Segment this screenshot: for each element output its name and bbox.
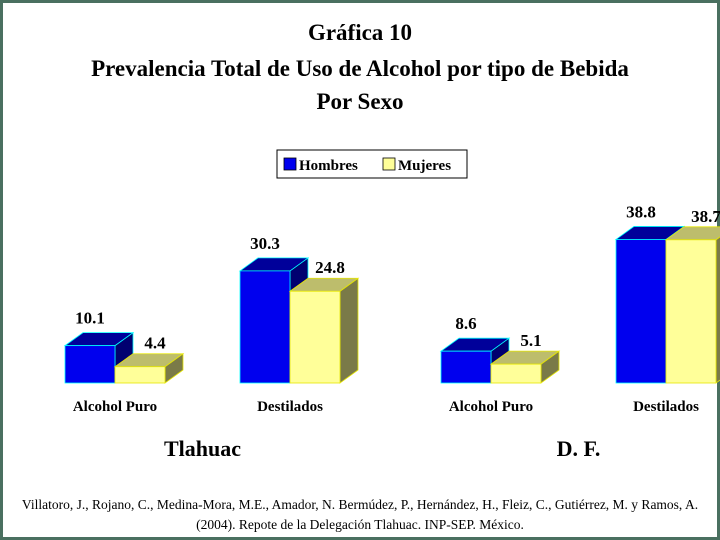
- bar-side: [715, 236, 720, 384]
- value-label-tlahuac-destilados-mujeres: 24.8: [315, 258, 345, 277]
- legend-swatch-hombres: [283, 157, 297, 171]
- bar-front: [615, 239, 667, 384]
- value-label-tlahuac-alcohol-puro-mujeres: 4.4: [144, 334, 166, 353]
- bar-front: [440, 350, 492, 384]
- source-citation: Villatoro, J., Rojano, C., Medina-Mora, …: [21, 497, 699, 532]
- value-label-d-f-alcohol-puro-hombres: 8.6: [455, 314, 476, 333]
- value-label-d-f-destilados-hombres: 38.8: [626, 202, 656, 221]
- value-label-tlahuac-destilados-hombres: 30.3: [250, 234, 280, 253]
- bar-front: [114, 366, 166, 384]
- value-label-tlahuac-alcohol-puro-hombres: 10.1: [75, 309, 105, 328]
- title-line-2: Prevalencia Total de Uso de Alcohol por …: [91, 56, 629, 81]
- category-label-d-f-alcohol-puro: Alcohol Puro: [449, 399, 533, 415]
- bar-d-f-destilados-mujeres: [664, 226, 720, 384]
- legend-label-hombres: Hombres: [299, 158, 358, 174]
- category-label-tlahuac-destilados: Destilados: [257, 399, 323, 415]
- category-label-tlahuac-alcohol-puro: Alcohol Puro: [73, 399, 157, 415]
- bar-front: [665, 239, 717, 384]
- bar-d-f-alcohol-puro-mujeres: [489, 350, 561, 384]
- group-label-d-f: D. F.: [557, 436, 601, 461]
- bar-side: [339, 277, 359, 384]
- bar-front: [239, 270, 291, 384]
- legend-box: [276, 149, 468, 179]
- legend: Hombres Mujeres: [276, 149, 468, 179]
- bar-front: [64, 345, 116, 384]
- bar-front: [490, 363, 542, 384]
- title-line-3: Por Sexo: [316, 89, 403, 114]
- chart-title: Gráfica 10 Prevalencia Total de Uso de A…: [91, 20, 629, 114]
- group-label-tlahuac: Tlahuac: [164, 436, 241, 461]
- group-d-f: [439, 225, 720, 384]
- value-label-d-f-alcohol-puro-mujeres: 5.1: [520, 331, 541, 350]
- bar-tlahuac-alcohol-puro-mujeres: [113, 352, 185, 384]
- labels-layer: 10.1 4.4 Alcohol Puro 30.3 24.8 Destilados Tla…: [73, 202, 720, 461]
- bars-layer: [63, 225, 720, 384]
- bar-tlahuac-destilados-mujeres: [288, 277, 360, 384]
- bar-front: [289, 290, 341, 384]
- bar-tlahuac-alcohol-puro-hombres: [63, 331, 135, 384]
- value-label-d-f-destilados-mujeres: 38.7: [691, 207, 720, 226]
- category-label-d-f-destilados: Destilados: [633, 399, 699, 415]
- legend-swatch-mujeres: [382, 157, 396, 171]
- group-tlahuac: [63, 257, 360, 384]
- legend-label-mujeres: Mujeres: [398, 158, 451, 174]
- title-line-1: Gráfica 10: [308, 20, 412, 45]
